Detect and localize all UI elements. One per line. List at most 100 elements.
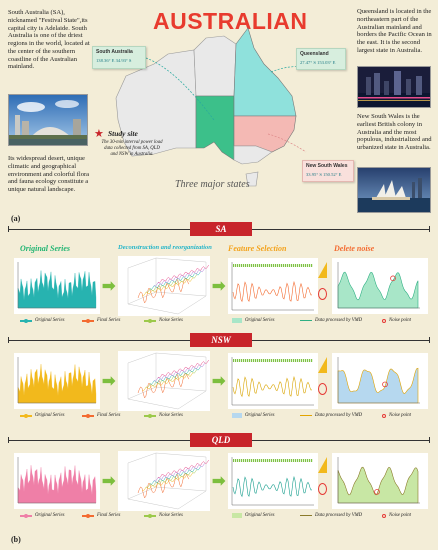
original-axes-sa	[17, 262, 96, 309]
legend-left-nsw-0: Original Series	[20, 413, 64, 418]
feature-bar-sa-22	[277, 264, 279, 267]
feature-bar-sa-28	[289, 264, 291, 267]
feature-bar-sa-38	[309, 264, 311, 267]
feature-bar-sa-31	[295, 264, 297, 267]
decomposition-frame-nsw	[127, 352, 207, 410]
arrow-right-icon-nsw-2: ➡	[212, 373, 226, 390]
feature-bar-sa-0	[233, 264, 235, 267]
legend-swatch-qld-2	[144, 513, 156, 518]
legend-dot-qld-0	[24, 513, 28, 518]
feature-bar-nsw-12	[257, 359, 259, 362]
feature-bar-nsw-22	[277, 359, 279, 362]
feature-bar-sa-14	[261, 264, 263, 267]
original-series-chart-sa	[14, 258, 100, 314]
feature-line-sa	[232, 280, 313, 303]
decomposition-line-qld-3	[149, 466, 201, 485]
sydney-photo	[357, 167, 431, 213]
feature-axes-qld	[231, 457, 314, 506]
decomposition-frame-qld	[127, 452, 207, 510]
legend-swatch-sa-0	[20, 318, 32, 323]
delete-noise-axes-qld	[337, 457, 420, 504]
arrow-right-icon-nsw-1: ➡	[102, 373, 116, 390]
legend-swatch-nsw-2	[144, 413, 156, 418]
legend-right-qld-1: Data processed by VMD	[300, 513, 362, 518]
legend-right-swatch-nsw-2	[382, 413, 386, 418]
feature-bar-nsw-4	[241, 359, 243, 362]
feature-bar-nsw-24	[281, 359, 283, 362]
feature-bar-qld-11	[255, 459, 257, 462]
legend-left-qld-1: Final Series	[82, 513, 120, 518]
feature-bar-nsw-35	[303, 359, 305, 362]
feature-axes-sa	[231, 262, 314, 311]
feature-bar-sa-19	[271, 264, 273, 267]
feature-bar-nsw-33	[299, 359, 301, 362]
feature-bar-sa-1	[235, 264, 237, 267]
feature-bar-nsw-20	[273, 359, 275, 362]
legend-right-sa-1: Data processed by VMD	[300, 318, 362, 323]
feature-bar-nsw-13	[259, 359, 261, 362]
feature-bar-sa-34	[301, 264, 303, 267]
zoom-wedge-icon-qld	[318, 457, 327, 473]
decomposition-3d-chart-sa	[118, 256, 210, 316]
divider-tick-nsw-0	[8, 337, 9, 343]
legend-right-swatch-sa-0	[232, 318, 242, 323]
decomposition-line-nsw-2	[145, 369, 197, 389]
legend-right-nsw-1: Data processed by VMD	[300, 413, 362, 418]
legend-left-sa-0: Original Series	[20, 318, 64, 323]
card-new-south-wales: New South Wales 33.95° S 150.52° E	[302, 160, 354, 182]
card-nsw-name: New South Wales	[306, 163, 348, 169]
feature-bar-nsw-31	[295, 359, 297, 362]
legend-right-swatch-nsw-1	[300, 414, 312, 417]
feature-bar-sa-35	[303, 264, 305, 267]
arrow-right-icon-sa-2: ➡	[212, 278, 226, 295]
feature-bar-sa-20	[273, 264, 275, 267]
study-site-label: Study site	[108, 129, 138, 138]
legend-dot-nsw-1	[86, 413, 90, 418]
divider-tick-sa-1	[429, 226, 430, 232]
feature-bar-qld-17	[267, 459, 269, 462]
feature-bar-sa-27	[287, 264, 289, 267]
legend-right-swatch-qld-2	[382, 513, 386, 518]
decomposition-line-qld-4	[153, 463, 205, 482]
feature-bar-sa-23	[279, 264, 281, 267]
feature-bar-sa-26	[285, 264, 287, 267]
feature-bar-qld-14	[261, 459, 263, 462]
arrow-right-icon-sa-1: ➡	[102, 278, 116, 295]
divider-tick-nsw-1	[429, 337, 430, 343]
legend-left-qld-0: Original Series	[20, 513, 64, 518]
legend-label-right-qld-0: Original Series	[245, 513, 275, 518]
feature-bar-nsw-8	[249, 359, 251, 362]
feature-bar-sa-17	[267, 264, 269, 267]
australia-map	[96, 24, 346, 202]
legend-right-swatch-nsw-0	[232, 413, 242, 418]
card-sa-coord: 138.36° E 34.93° S	[96, 58, 132, 63]
feature-bar-nsw-3	[239, 359, 241, 362]
legend-label-left-nsw-2: Noise Series	[159, 413, 183, 418]
divider-tick-qld-1	[429, 437, 430, 443]
card-qld-name: Queensland	[300, 51, 329, 57]
card-qld-coord: 27.47° S 153.03° E	[300, 60, 336, 65]
zoom-wedge-icon-nsw	[318, 357, 327, 373]
delete-noise-area-nsw	[337, 367, 419, 404]
original-series-area-sa	[17, 270, 97, 309]
arrow-right-icon-qld-2: ➡	[212, 473, 226, 490]
card-south-australia: South Australia 138.36° E 34.93° S	[92, 46, 146, 69]
banner-nsw: NSW	[190, 333, 252, 347]
noise-circle-icon-sa	[318, 288, 327, 300]
stage-title-3: Delete noise	[334, 244, 375, 253]
decomposition-line-sa-2	[145, 274, 197, 294]
feature-bar-nsw-5	[243, 359, 245, 362]
feature-bar-qld-19	[271, 459, 273, 462]
legend-label-right-qld-1: Data processed by VMD	[315, 513, 363, 518]
feature-bar-nsw-6	[245, 359, 247, 362]
feature-bar-nsw-39	[311, 359, 313, 362]
legend-label-left-sa-1: Final Series	[97, 318, 121, 323]
feature-bar-qld-36	[305, 459, 307, 462]
legend-swatch-nsw-0	[20, 413, 32, 418]
noise-point-marker-qld	[374, 489, 380, 495]
feature-bar-qld-25	[283, 459, 285, 462]
banner-qld: QLD	[190, 433, 252, 447]
feature-bar-sa-6	[245, 264, 247, 267]
delete-noise-chart-sa	[332, 258, 428, 314]
delete-noise-area-sa	[337, 271, 419, 309]
